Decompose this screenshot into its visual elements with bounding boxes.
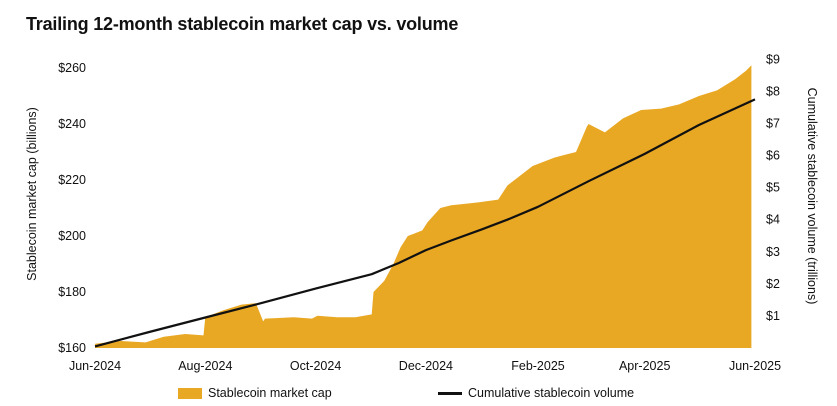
x-tick-label: Aug-2024 xyxy=(178,359,232,373)
right-tick-label: $3 xyxy=(766,245,780,259)
right-axis-label: Cumulative stablecoin volume (trillions) xyxy=(805,88,819,305)
x-tick-label: Feb-2025 xyxy=(511,359,565,373)
left-tick-label: $220 xyxy=(58,173,86,187)
x-tick-label: Dec-2024 xyxy=(399,359,453,373)
right-tick-label: $6 xyxy=(766,149,780,163)
x-tick-label: Apr-2025 xyxy=(619,359,670,373)
right-tick-label: $1 xyxy=(766,309,780,323)
left-tick-label: $260 xyxy=(58,61,86,75)
legend-label-volume: Cumulative stablecoin volume xyxy=(468,386,635,400)
legend-label-market-cap: Stablecoin market cap xyxy=(208,386,332,400)
left-tick-label: $180 xyxy=(58,285,86,299)
left-tick-label: $160 xyxy=(58,341,86,355)
right-tick-label: $8 xyxy=(766,84,780,98)
x-tick-label: Jun-2025 xyxy=(729,359,781,373)
right-tick-label: $4 xyxy=(766,213,780,227)
legend-swatch-volume xyxy=(438,391,462,395)
legend-swatch-market-cap xyxy=(178,387,202,399)
legend-item-volume: Cumulative stablecoin volume xyxy=(438,386,634,400)
left-tick-label: $240 xyxy=(58,117,86,131)
right-tick-label: $7 xyxy=(766,116,780,130)
chart-title: Trailing 12-month stablecoin market cap … xyxy=(26,14,459,34)
left-tick-label: $200 xyxy=(58,229,86,243)
right-tick-label: $2 xyxy=(766,277,780,291)
right-tick-label: $9 xyxy=(766,52,780,66)
x-tick-label: Jun-2024 xyxy=(69,359,121,373)
x-tick-label: Oct-2024 xyxy=(290,359,341,373)
volume-line xyxy=(94,98,756,348)
market-cap-area xyxy=(95,65,752,348)
right-tick-label: $5 xyxy=(766,181,780,195)
legend-item-market-cap: Stablecoin market cap xyxy=(178,386,332,400)
left-axis-label: Stablecoin market cap (billions) xyxy=(25,107,39,281)
